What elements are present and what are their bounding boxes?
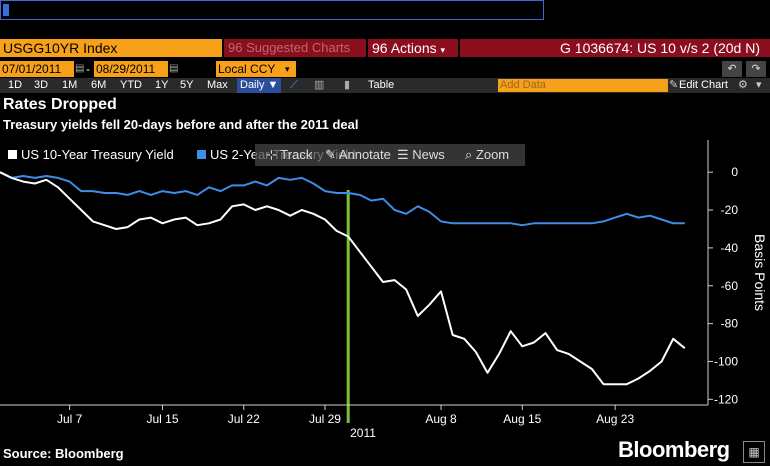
period-1d[interactable]: 1D (8, 79, 23, 91)
y-tick-label: -100 (714, 354, 738, 368)
currency-select[interactable]: Local CCY (216, 61, 296, 77)
annotate-button[interactable]: ✎ Annotate (325, 144, 391, 166)
y-tick-label: 0 (731, 165, 738, 179)
track-label: Track (280, 147, 313, 162)
table-button[interactable]: Table (368, 79, 395, 91)
two-year-series-line (0, 171, 685, 227)
bloomberg-logo: Bloomberg (618, 437, 730, 462)
period-6m[interactable]: 6M (91, 79, 107, 91)
chevron-down-icon[interactable]: ▾ (756, 79, 762, 91)
x-tick-label: Jul 15 (146, 412, 178, 426)
chevron-down-icon: ▾ (440, 45, 446, 55)
source-note: Source: Bloomberg (3, 446, 124, 461)
news-button[interactable]: ☰ News (397, 144, 445, 166)
period-3d[interactable]: 3D (34, 79, 49, 91)
chevron-down-icon: ▾ (285, 64, 290, 74)
edit-chart-icon: ✎ (669, 79, 679, 91)
end-date-input[interactable]: 08/29/2011 (94, 61, 168, 77)
x-axis-title: 2011 (350, 426, 376, 440)
news-icon: ☰ (397, 147, 409, 162)
y-tick-label: -120 (714, 392, 738, 406)
zoom-button[interactable]: ⌕ Zoom (465, 144, 509, 166)
command-line-input[interactable] (0, 0, 544, 20)
period-max[interactable]: Max (207, 79, 228, 91)
y-tick-label: -80 (721, 317, 739, 331)
x-tick-label: Aug 8 (425, 412, 457, 426)
zoom-label: Zoom (475, 147, 510, 162)
crosshair-icon: ⊹ (266, 147, 277, 162)
date-separator: - (86, 62, 90, 76)
track-button[interactable]: ⊹ Track (266, 144, 312, 166)
bar-chart-icon[interactable]: ▮ (344, 79, 351, 91)
chart-style-icon[interactable]: ▥ (314, 79, 325, 91)
y-tick-label: -20 (721, 203, 739, 217)
y-axis: 0 -20 -40 -60 -80 -100 -120 Basis Points (707, 140, 768, 406)
chart-tools-panel (255, 144, 525, 166)
redo-icon[interactable]: ↷ (746, 61, 766, 77)
legend-swatch-two-year (197, 150, 206, 159)
graph-title: G 1036674: US 10 v/s 2 (20d N) (460, 39, 770, 57)
x-tick-label: Aug 23 (596, 412, 634, 426)
chart-subtitle: Treasury yields fell 20-days before and … (3, 117, 359, 132)
undo-icon[interactable]: ↶ (722, 61, 742, 77)
calendar-icon[interactable]: ▤ (75, 63, 85, 74)
magnifier-icon: ⌕ (465, 147, 473, 162)
legend-label-ten-year: US 10-Year Treasury Yield (21, 147, 174, 162)
line-chart-icon[interactable]: ⟋ (290, 79, 298, 91)
annotate-label: Annotate (338, 147, 391, 162)
calendar-icon[interactable]: ▤ (169, 63, 179, 74)
period-1m[interactable]: 1M (62, 79, 78, 91)
frequency-select[interactable]: Daily ▼ (237, 78, 282, 93)
x-tick-label: Jul 7 (57, 412, 83, 426)
actions-menu-button[interactable]: 96 Actions ▾ (368, 39, 458, 57)
y-tick-label: -40 (721, 241, 739, 255)
chart-title: Rates Dropped (3, 96, 117, 113)
y-tick-label: -60 (721, 279, 739, 293)
x-tick-label: Jul 22 (228, 412, 260, 426)
frequency-label: Daily (240, 79, 265, 91)
suggested-charts-button[interactable]: 96 Suggested Charts (224, 39, 366, 57)
y-axis-title: Basis Points (752, 234, 768, 311)
news-label: News (412, 147, 445, 162)
x-axis: Jul 7 Jul 15 Jul 22 Jul 29 Aug 8 Aug 15 Aug 23… (0, 404, 708, 440)
chart-series (0, 171, 686, 386)
period-ytd[interactable]: YTD (120, 79, 142, 91)
x-tick-label: Jul 29 (309, 412, 341, 426)
period-1y[interactable]: 1Y (155, 79, 169, 91)
legend-item-ten-year: US 10-Year Treasury Yield (8, 144, 174, 166)
actions-label: 96 Actions (372, 40, 437, 56)
edit-chart-button[interactable]: Edit Chart (679, 79, 728, 91)
period-5y[interactable]: 5Y (180, 79, 194, 91)
ten-year-series-line (0, 171, 686, 386)
command-cursor (3, 4, 9, 16)
security-ticker-field[interactable]: USGG10YR Index (0, 39, 222, 57)
pencil-icon: ✎ (325, 147, 336, 162)
settings-gear-icon[interactable]: ⚙ (738, 79, 748, 91)
add-data-input[interactable]: Add Data (498, 79, 668, 92)
currency-label: Local CCY (218, 62, 276, 76)
legend-swatch-ten-year (8, 150, 17, 159)
start-date-input[interactable]: 07/01/2011 (0, 61, 74, 77)
x-tick-label: Aug 15 (503, 412, 541, 426)
chart-menu-icon[interactable]: ▦ (743, 441, 765, 463)
